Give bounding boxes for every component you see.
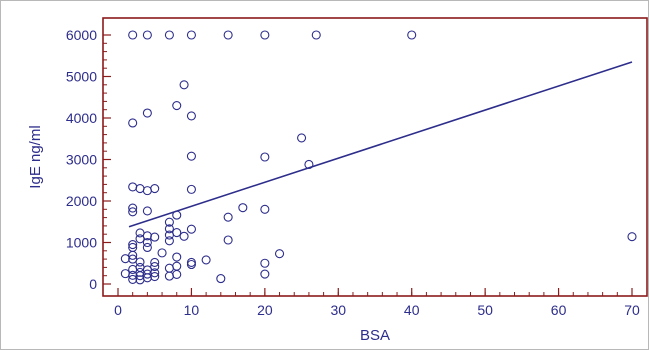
data-point (164, 230, 174, 240)
regression-line-layer (128, 61, 633, 228)
points-layer (120, 30, 637, 285)
data-point (142, 108, 152, 118)
data-point (150, 262, 160, 272)
data-point (128, 270, 138, 280)
data-point (142, 242, 152, 253)
data-point (201, 255, 211, 265)
data-point (186, 259, 196, 270)
data-point (142, 206, 152, 216)
x-tick-label: 10 (184, 302, 200, 318)
data-point (135, 275, 145, 285)
data-point (128, 118, 138, 128)
data-point (128, 207, 138, 217)
labels-layer: 0 10 20 30 40 50 60 70 0 1000 2000 3000 4000 5000 6000 (66, 27, 640, 318)
data-point (627, 232, 637, 242)
x-tick-label: 40 (404, 302, 420, 318)
data-point (260, 30, 270, 40)
data-point (179, 80, 189, 90)
data-point (128, 240, 138, 250)
data-point (128, 203, 138, 213)
y-tick-label: 4000 (66, 110, 97, 126)
data-point (172, 252, 182, 262)
ticks-layer (103, 34, 633, 296)
y-tick-label: 6000 (66, 27, 97, 43)
x-axis-title: BSA (360, 327, 390, 344)
data-point (260, 204, 270, 214)
data-point (186, 224, 196, 234)
x-tick-label: 20 (257, 302, 273, 318)
data-point (120, 269, 130, 279)
data-point (407, 30, 417, 40)
data-point (186, 111, 196, 121)
data-point (260, 269, 270, 279)
data-point (223, 235, 233, 245)
data-point (172, 101, 182, 111)
data-point (150, 184, 160, 194)
data-point (186, 30, 196, 40)
data-point (128, 182, 138, 192)
y-tick-label: 5000 (66, 69, 97, 85)
data-point (172, 269, 182, 280)
x-tick-label: 50 (477, 302, 493, 318)
data-point (164, 263, 174, 273)
data-point (260, 152, 270, 162)
data-point (304, 159, 314, 170)
data-point (135, 184, 145, 194)
data-point (128, 250, 138, 260)
data-point (142, 30, 152, 40)
y-tick-label: 0 (89, 276, 97, 292)
data-point (164, 236, 174, 246)
data-point (128, 30, 138, 40)
data-point (164, 30, 174, 40)
y-axis-title: IgE ng/ml (27, 125, 44, 188)
regression-line (128, 61, 633, 228)
data-point (135, 257, 145, 267)
data-point (238, 203, 248, 213)
data-point (150, 232, 160, 242)
data-point (216, 274, 226, 284)
y-tick-label: 2000 (66, 193, 97, 209)
data-point (164, 217, 174, 227)
data-point (120, 254, 130, 264)
data-point (223, 212, 233, 222)
x-tick-label: 0 (114, 302, 122, 318)
x-tick-label: 60 (551, 302, 567, 318)
data-point (172, 261, 182, 271)
data-point (186, 151, 196, 161)
data-point (128, 274, 138, 284)
data-point (164, 271, 174, 281)
data-point (297, 133, 307, 143)
data-point (150, 257, 160, 267)
data-point (260, 258, 270, 268)
x-tick-label: 70 (624, 302, 640, 318)
data-point (311, 30, 321, 40)
data-point (172, 227, 182, 238)
y-tick-label: 3000 (66, 152, 97, 168)
data-point (142, 237, 152, 248)
data-point (274, 249, 285, 259)
data-point (172, 210, 182, 220)
data-point (135, 234, 145, 244)
data-point (142, 186, 152, 196)
data-point (157, 248, 167, 258)
data-point (179, 231, 189, 241)
data-point (186, 184, 196, 194)
x-tick-label: 30 (330, 302, 346, 318)
data-point (164, 224, 174, 234)
y-tick-label: 1000 (66, 235, 97, 251)
data-point (223, 30, 233, 40)
plot-area (102, 17, 648, 297)
